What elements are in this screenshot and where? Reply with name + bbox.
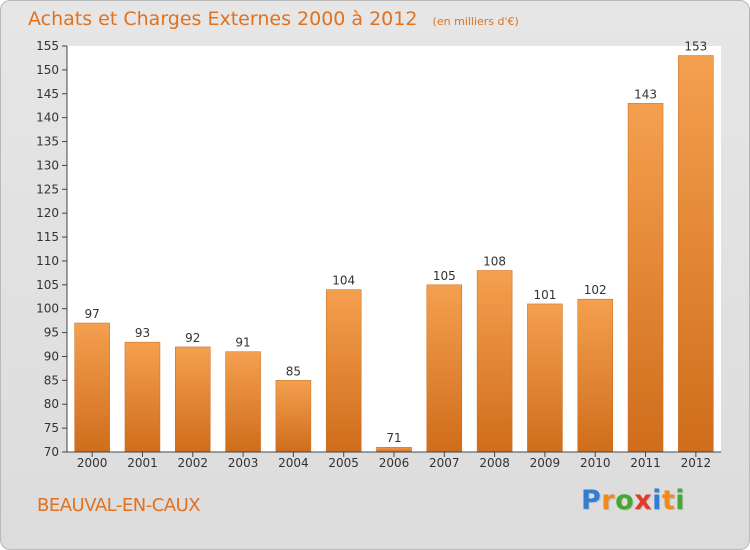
x-tick-label: 2002 <box>177 456 208 470</box>
data-label: 97 <box>85 307 100 321</box>
data-label: 93 <box>135 326 150 340</box>
x-tick-label: 2005 <box>328 456 359 470</box>
y-tick-label: 75 <box>44 421 59 435</box>
x-tick-label: 2006 <box>379 456 410 470</box>
plot-area <box>67 46 721 452</box>
y-tick-label: 95 <box>44 326 59 340</box>
logo-letter: r <box>601 485 616 516</box>
x-tick-label: 2004 <box>278 456 309 470</box>
data-label: 108 <box>483 254 506 268</box>
data-label: 153 <box>684 40 707 54</box>
y-tick-label: 130 <box>36 158 59 172</box>
data-label: 101 <box>533 288 556 302</box>
bar <box>376 446 412 453</box>
y-tick-label: 115 <box>36 230 59 244</box>
bar <box>124 341 161 453</box>
y-tick-label: 110 <box>36 254 59 268</box>
y-tick-label: 80 <box>44 397 59 411</box>
data-label: 105 <box>433 269 456 283</box>
logo-letter: i <box>652 485 662 516</box>
bar <box>225 351 261 453</box>
bar <box>577 298 613 453</box>
x-tick-label: 2009 <box>530 456 561 470</box>
logo-letter: i <box>675 485 686 516</box>
bar <box>74 322 110 453</box>
data-label: 92 <box>185 331 200 345</box>
bar <box>476 270 513 453</box>
y-tick-label: 105 <box>36 278 59 292</box>
data-label: 91 <box>235 336 250 350</box>
x-tick-label: 2003 <box>228 456 259 470</box>
x-tick-label: 2012 <box>681 456 712 470</box>
y-tick-label: 150 <box>36 63 59 77</box>
data-label: 71 <box>386 431 401 445</box>
bar <box>426 284 463 453</box>
city-name: BEAUVAL-EN-CAUX <box>37 495 201 516</box>
y-tick-label: 90 <box>44 349 59 363</box>
bar <box>678 55 714 453</box>
x-tick-label: 2000 <box>77 456 108 470</box>
y-tick-label: 135 <box>36 135 59 149</box>
proxiti-logo: Proxiti <box>581 485 685 516</box>
x-tick-label: 2010 <box>580 456 611 470</box>
y-tick-label: 155 <box>36 39 59 53</box>
x-tick-label: 2001 <box>127 456 158 470</box>
y-tick-label: 140 <box>36 111 59 125</box>
data-label: 143 <box>634 87 657 101</box>
logo-letter: t <box>661 485 676 516</box>
y-tick-label: 85 <box>44 373 59 387</box>
y-tick-label: 125 <box>36 182 59 196</box>
bar <box>275 380 312 453</box>
x-tick-label: 2007 <box>429 456 460 470</box>
bar <box>325 289 362 453</box>
bars: 97 93 92 91 85 104 71 105 108 101 102 143 153 <box>74 40 714 453</box>
logo-letter: x <box>634 485 653 516</box>
bar <box>527 303 563 453</box>
logo-letter: o <box>615 485 635 516</box>
y-tick-label: 145 <box>36 87 59 101</box>
x-tick-label: 2011 <box>630 456 661 470</box>
chart-unit: (en milliers d'€) <box>432 15 519 28</box>
bar <box>627 103 664 453</box>
data-label: 104 <box>332 274 355 288</box>
data-label: 102 <box>584 283 607 297</box>
y-axis: 70 75 80 85 90 95 100 105 110 115 120 125 130 135 140 1… <box>36 39 68 459</box>
x-axis: 2000 2001 2002 2003 2004 2005 2006 2007 2008 2009… <box>67 451 721 470</box>
y-tick-label: 100 <box>36 302 59 316</box>
y-tick-label: 70 <box>44 445 59 459</box>
bar <box>175 346 211 453</box>
chart-title-block: Achats et Charges Externes 2000 à 2012 (… <box>28 8 519 30</box>
x-tick-label: 2008 <box>479 456 510 470</box>
logo-letter: P <box>581 485 602 516</box>
y-tick-label: 120 <box>36 206 59 220</box>
chart-title: Achats et Charges Externes 2000 à 2012 <box>28 8 418 30</box>
data-label: 85 <box>286 364 301 378</box>
